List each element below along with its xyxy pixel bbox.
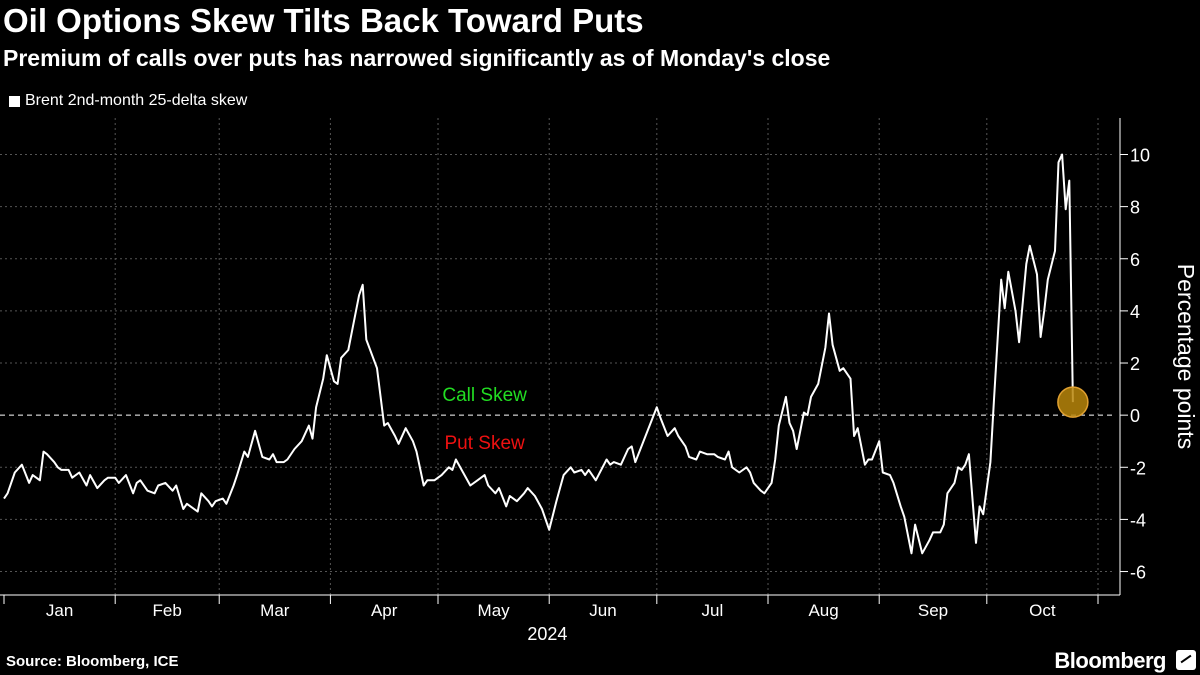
chart-legend: Brent 2nd-month 25-delta skew [9, 92, 247, 110]
chart-subtitle: Premium of calls over puts has narrowed … [3, 45, 831, 71]
y-tick-label: 4 [1130, 302, 1140, 322]
axes: Jan Feb Mar Apr May Jun Jul Aug Sep Oct -6 -4 -2 0 2 4 6… [0, 118, 1150, 620]
y-tick-label: -4 [1130, 510, 1146, 530]
bloomberg-logo: Bloomberg [1054, 648, 1166, 673]
put-skew-label: Put Skew [445, 433, 526, 454]
y-axis-label: Percentage points [1173, 264, 1199, 449]
x-tick-label: Oct [1029, 601, 1056, 620]
x-tick-label: Jun [589, 601, 616, 620]
y-tick-label: 8 [1130, 198, 1140, 218]
x-tick-label: Feb [153, 601, 182, 620]
y-tick-label: 10 [1130, 145, 1150, 165]
y-tick-label: 2 [1130, 354, 1140, 374]
legend-swatch [9, 95, 20, 107]
x-tick-label: Mar [260, 601, 290, 620]
x-tick-label: Apr [371, 601, 398, 620]
bloomberg-icon [1176, 650, 1196, 670]
y-tick-label: 0 [1130, 406, 1140, 426]
gridlines [0, 118, 1114, 595]
x-tick-label: Aug [808, 601, 838, 620]
x-tick-label: Sep [918, 601, 948, 620]
x-tick-label: May [478, 601, 511, 620]
series [3, 153, 1089, 555]
source-note: Source: Bloomberg, ICE [6, 653, 179, 670]
y-tick-label: -6 [1130, 563, 1146, 583]
annotations: Call Skew Put Skew [442, 385, 527, 454]
x-tick-label: Jul [702, 601, 724, 620]
call-skew-label: Call Skew [442, 385, 527, 406]
chart-title: Oil Options Skew Tilts Back Toward Puts [3, 2, 644, 39]
legend-label: Brent 2nd-month 25-delta skew [25, 92, 248, 109]
x-tick-label: Jan [46, 601, 73, 620]
y-tick-label: 6 [1130, 250, 1140, 270]
latest-value-marker [1057, 386, 1089, 418]
x-axis-year-label: 2024 [527, 624, 567, 644]
y-tick-label: -2 [1130, 458, 1146, 478]
skew-series-line [3, 153, 1074, 555]
